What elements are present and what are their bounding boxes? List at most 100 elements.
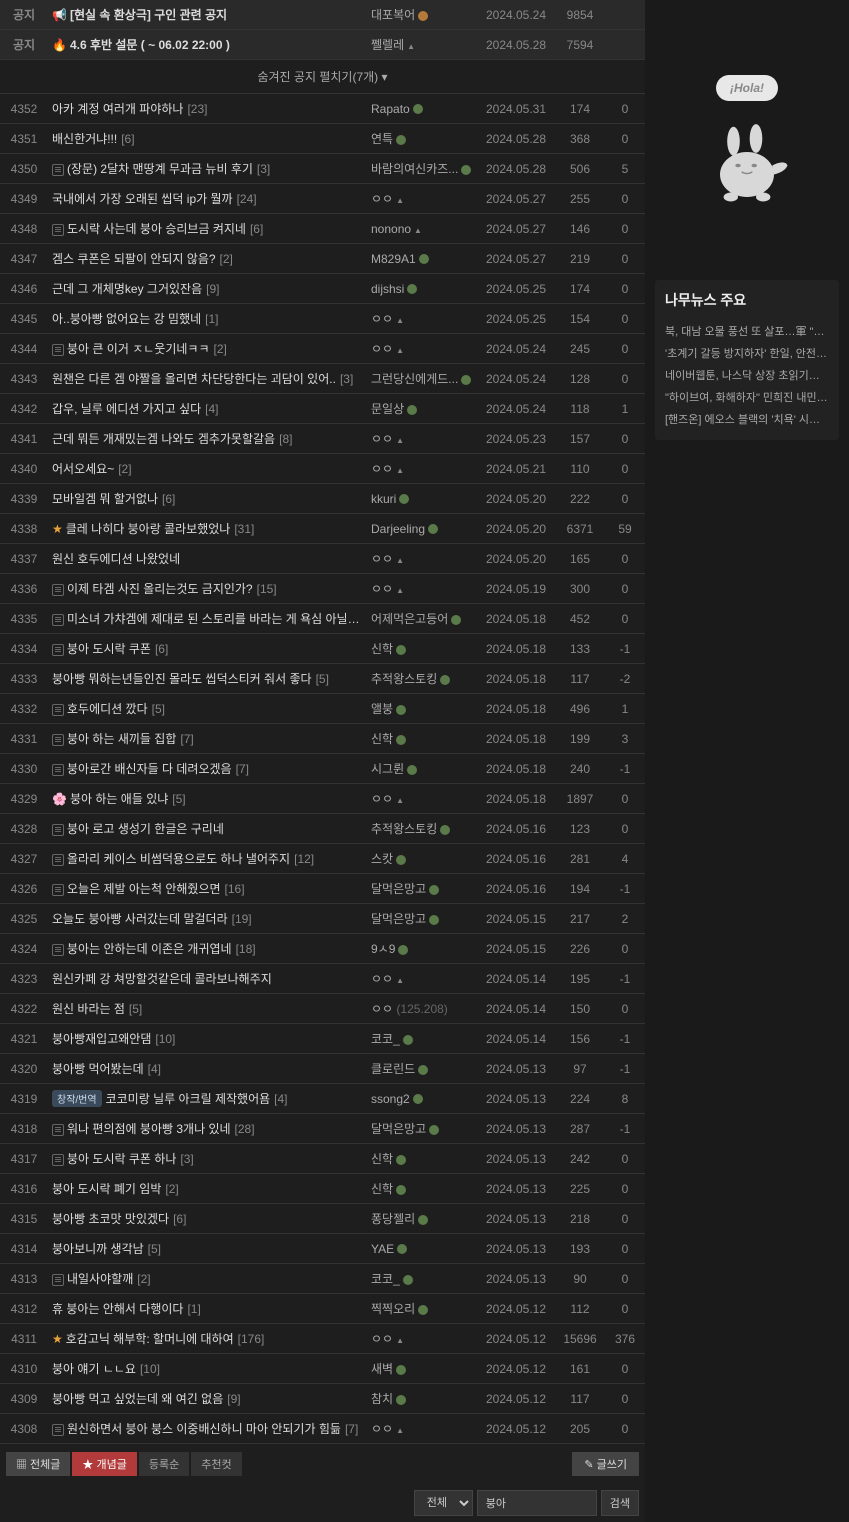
post-row[interactable]: 4347 겜스 쿠폰은 되팔이 안되지 않음?[2] M829A1 2024.0… (0, 244, 645, 274)
post-author[interactable]: ㅇㅇ (367, 964, 477, 994)
notice-row[interactable]: 공지 🔥4.6 후반 설문 ( ~ 06.02 22:00 ) 쩰렐레 2024… (0, 30, 645, 60)
post-title[interactable]: 🔥4.6 후반 설문 ( ~ 06.02 22:00 ) (48, 30, 367, 60)
post-title[interactable]: 붕아 큰 이거 ㅈㄴ웃기네ㅋㅋ[2] (48, 334, 367, 364)
post-row[interactable]: 4340 어서오세요~[2] ㅇㅇ 2024.05.21 110 0 (0, 454, 645, 484)
news-item[interactable]: 네이버웹툰, 나스닥 상장 초읽기…"최대 7천억원 … (665, 364, 829, 386)
post-author[interactable]: 참치 (367, 1384, 477, 1414)
post-author[interactable]: 문일상 (367, 394, 477, 424)
post-author[interactable]: ㅇㅇ (367, 784, 477, 814)
post-row[interactable]: 4325 오늘도 붕아빵 사러갔는데 말걸더라[19] 달먹은망고 2024.0… (0, 904, 645, 934)
post-row[interactable]: 4314 붕아보니까 생각남[5] YAE 2024.05.13 193 0 (0, 1234, 645, 1264)
post-row[interactable]: 4339 모바일겜 뭐 할거없나[6] kkuri 2024.05.20 222… (0, 484, 645, 514)
post-title[interactable]: 올라리 케이스 비썸덕용으로도 하나 낼어주지[12] (48, 844, 367, 874)
post-row[interactable]: 4349 국내에서 가장 오래된 씹덕 ip가 뭘까[24] ㅇㅇ 2024.0… (0, 184, 645, 214)
post-author[interactable]: 시그륀 (367, 754, 477, 784)
post-row[interactable]: 4331 붕아 하는 새끼들 집합[7] 신학 2024.05.18 199 3 (0, 724, 645, 754)
post-row[interactable]: 4342 갑우, 닐루 에디션 가지고 싶다[4] 문일상 2024.05.24… (0, 394, 645, 424)
post-row[interactable]: 4309 붕아빵 먹고 싶었는데 왜 여긴 없음[9] 참치 2024.05.1… (0, 1384, 645, 1414)
post-row[interactable]: 4344 붕아 큰 이거 ㅈㄴ웃기네ㅋㅋ[2] ㅇㅇ 2024.05.24 24… (0, 334, 645, 364)
post-row[interactable]: 4308 원신하면서 붕아 붕스 이중배신하니 마아 안되기가 힘듦[7] ㅇㅇ… (0, 1414, 645, 1444)
post-row[interactable]: 4351 배신한거냐!!![6] 연특 2024.05.28 368 0 (0, 124, 645, 154)
post-author[interactable]: 신학 (367, 1174, 477, 1204)
post-row[interactable]: 4326 오늘은 제발 아는척 안해줬으면[16] 달먹은망고 2024.05.… (0, 874, 645, 904)
post-title[interactable]: 오늘도 붕아빵 사러갔는데 말걸더라[19] (48, 904, 367, 934)
post-author[interactable]: 그런당신에게드... (367, 364, 477, 394)
post-author[interactable]: ssong2 (367, 1084, 477, 1114)
post-author[interactable]: ㅇㅇ (367, 1414, 477, 1444)
post-title[interactable]: 붕아 도시락 쿠폰[6] (48, 634, 367, 664)
post-row[interactable]: 4329 🌸붕아 하는 애들 있냐[5] ㅇㅇ 2024.05.18 1897 … (0, 784, 645, 814)
post-author[interactable]: 9ㅅ9 (367, 934, 477, 964)
post-row[interactable]: 4346 근데 그 개체명key 그거있잔음[9] dijshsi 2024.0… (0, 274, 645, 304)
tab-all[interactable]: ▦ 전체글 (6, 1452, 70, 1476)
notice-row[interactable]: 공지 📢[현실 속 환상극] 구인 관련 공지 대포복어 2024.05.24 … (0, 0, 645, 30)
post-author[interactable]: nonono (367, 214, 477, 244)
post-row[interactable]: 4345 아..붕아빵 없어요는 강 밈했네[1] ㅇㅇ 2024.05.25 … (0, 304, 645, 334)
post-row[interactable]: 4348 도시락 사는데 붕아 승리브금 켜지네[6] nonono 2024.… (0, 214, 645, 244)
post-row[interactable]: 4334 붕아 도시락 쿠폰[6] 신학 2024.05.18 133 -1 (0, 634, 645, 664)
search-scope-select[interactable]: 전체 (414, 1490, 473, 1516)
post-author[interactable]: 클로린드 (367, 1054, 477, 1084)
post-author[interactable]: 쩰렐레 (367, 30, 477, 60)
post-author[interactable]: ㅇㅇ (367, 544, 477, 574)
post-row[interactable]: 4343 원챈은 다른 겜 야짤을 올리면 차단당한다는 괴담이 있어..[3]… (0, 364, 645, 394)
post-author[interactable]: 달먹은망고 (367, 874, 477, 904)
post-row[interactable]: 4317 붕아 도시락 쿠폰 하나[3] 신학 2024.05.13 242 0 (0, 1144, 645, 1174)
post-title[interactable]: 이제 타겜 사진 올리는것도 금지인가?[15] (48, 574, 367, 604)
post-author[interactable]: ㅇㅇ (367, 454, 477, 484)
post-title[interactable]: 아카 계정 여러개 파야하나[23] (48, 94, 367, 124)
post-row[interactable]: 4323 원신카페 강 쳐망할것같은데 콜라보나해주지 ㅇㅇ 2024.05.1… (0, 964, 645, 994)
post-author[interactable]: dijshsi (367, 274, 477, 304)
post-title[interactable]: (장문) 2달차 맨땅계 무과금 뉴비 후기[3] (48, 154, 367, 184)
post-title[interactable]: 붕아빵 먹어봤는데[4] (48, 1054, 367, 1084)
post-title[interactable]: 아..붕아빵 없어요는 강 밈했네[1] (48, 304, 367, 334)
post-title[interactable]: 내일사야할깨[2] (48, 1264, 367, 1294)
post-author[interactable]: 앨붕 (367, 694, 477, 724)
post-title[interactable]: 갑우, 닐루 에디션 가지고 싶다[4] (48, 394, 367, 424)
post-author[interactable]: 신학 (367, 634, 477, 664)
post-author[interactable]: 달먹은망고 (367, 904, 477, 934)
search-button[interactable]: 검색 (601, 1490, 639, 1516)
post-author[interactable]: ㅇㅇ (125.208) (367, 994, 477, 1024)
post-row[interactable]: 4316 붕아 도시락 폐기 임박[2] 신학 2024.05.13 225 0 (0, 1174, 645, 1204)
post-row[interactable]: 4318 워나 편의점에 붕아빵 3개나 있네[28] 달먹은망고 2024.0… (0, 1114, 645, 1144)
post-author[interactable]: ㅇㅇ (367, 304, 477, 334)
post-row[interactable]: 4319 창작/번역코코미랑 닐루 아크릴 제작했어욤[4] ssong2 20… (0, 1084, 645, 1114)
post-title[interactable]: 원신카페 강 쳐망할것같은데 콜라보나해주지 (48, 964, 367, 994)
post-title[interactable]: 붕아는 안하는데 이존은 개귀엽네[18] (48, 934, 367, 964)
news-item[interactable]: "하이브여, 화해하자" 민희진 내민 손, 잡을까 말까… (665, 386, 829, 408)
post-row[interactable]: 4352 아카 계정 여러개 파야하나[23] Rapato 2024.05.3… (0, 94, 645, 124)
post-row[interactable]: 4320 붕아빵 먹어봤는데[4] 클로린드 2024.05.13 97 -1 (0, 1054, 645, 1084)
news-item[interactable]: '초계기 갈등 방지하자' 한일, 안전거리 지키고 통… (665, 342, 829, 364)
post-row[interactable]: 4341 근데 뭐든 개재밌는겜 나와도 겜추가못할갈음[8] ㅇㅇ 2024.… (0, 424, 645, 454)
post-title[interactable]: 붕아 도시락 쿠폰 하나[3] (48, 1144, 367, 1174)
post-title[interactable]: 도시락 사는데 붕아 승리브금 켜지네[6] (48, 214, 367, 244)
post-title[interactable]: 붕아 얘기 ㄴㄴ요[10] (48, 1354, 367, 1384)
post-title[interactable]: 원챈은 다른 겜 야짤을 올리면 차단당한다는 괴담이 있어..[3] (48, 364, 367, 394)
tab-hot[interactable]: ★ 개념글 (72, 1452, 136, 1476)
post-author[interactable]: 코코_ (367, 1264, 477, 1294)
post-author[interactable]: YAE (367, 1234, 477, 1264)
post-author[interactable]: kkuri (367, 484, 477, 514)
post-title[interactable]: 미소녀 가챠겜에 제대로 된 스토리를 바라는 게 욕심 아닐까 라는 생각도 … (48, 604, 367, 634)
post-title[interactable]: 워나 편의점에 붕아빵 3개나 있네[28] (48, 1114, 367, 1144)
post-row[interactable]: 4335 미소녀 가챠겜에 제대로 된 스토리를 바라는 게 욕심 아닐까 라는… (0, 604, 645, 634)
post-author[interactable]: ㅇㅇ (367, 574, 477, 604)
post-author[interactable]: ㅇㅇ (367, 424, 477, 454)
tab-recent[interactable]: 등록순 (139, 1452, 189, 1476)
post-title[interactable]: 붕아 로고 생성기 한글은 구리네 (48, 814, 367, 844)
post-title[interactable]: 국내에서 가장 오래된 씹덕 ip가 뭘까[24] (48, 184, 367, 214)
post-author[interactable]: Darjeeling (367, 514, 477, 544)
post-author[interactable]: 찍찍오리 (367, 1294, 477, 1324)
post-title[interactable]: 붕아 하는 새끼들 집합[7] (48, 724, 367, 754)
post-title[interactable]: 호두에디션 깠다[5] (48, 694, 367, 724)
post-row[interactable]: 4336 이제 타겜 사진 올리는것도 금지인가?[15] ㅇㅇ 2024.05… (0, 574, 645, 604)
post-author[interactable]: 바람의여신카즈... (367, 154, 477, 184)
post-author[interactable]: ㅇㅇ (367, 1324, 477, 1354)
post-title[interactable]: 모바일겜 뭐 할거없나[6] (48, 484, 367, 514)
post-title[interactable]: 붕아로간 배신자들 다 데려오겠음[7] (48, 754, 367, 784)
post-author[interactable]: 추적왕스토킹 (367, 664, 477, 694)
post-title[interactable]: 🌸붕아 하는 애들 있냐[5] (48, 784, 367, 814)
post-row[interactable]: 4311 ★호감고닉 해부학: 할머니에 대하여[176] ㅇㅇ 2024.05… (0, 1324, 645, 1354)
post-title[interactable]: 붕아보니까 생각남[5] (48, 1234, 367, 1264)
